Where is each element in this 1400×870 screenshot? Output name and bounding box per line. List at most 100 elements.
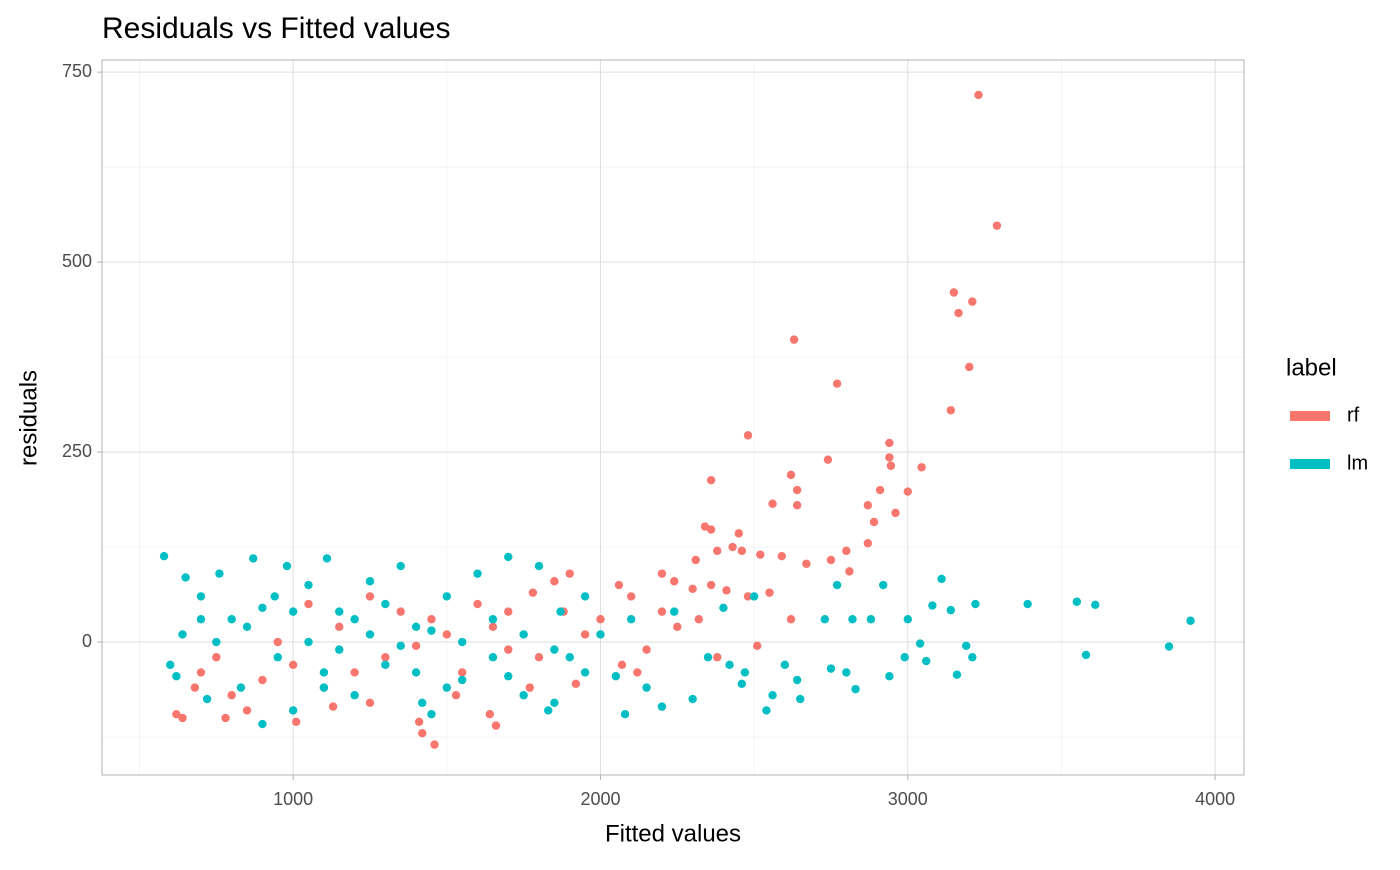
point [550, 645, 559, 654]
point [688, 694, 697, 704]
point [418, 698, 427, 708]
point [786, 470, 796, 480]
point [885, 453, 894, 462]
point [1072, 597, 1082, 606]
point [734, 529, 743, 538]
point [196, 592, 206, 601]
point [427, 710, 436, 719]
point [832, 379, 842, 388]
point [722, 586, 731, 595]
point [258, 675, 267, 685]
y-tick-label: 750 [62, 61, 92, 81]
point [617, 660, 627, 670]
point [826, 664, 836, 673]
point [688, 584, 697, 594]
point [842, 668, 851, 677]
point [753, 641, 762, 651]
point [869, 517, 879, 527]
point [249, 554, 258, 563]
point [928, 601, 937, 610]
point [706, 475, 716, 485]
point [737, 546, 747, 556]
point [319, 683, 329, 692]
point [565, 653, 574, 662]
point [968, 297, 977, 306]
point [792, 485, 802, 495]
point [427, 626, 436, 635]
point [974, 90, 983, 100]
point [335, 645, 344, 654]
point [842, 546, 851, 556]
point [335, 622, 344, 632]
point [875, 485, 885, 495]
point [633, 668, 642, 677]
point [777, 551, 786, 561]
point [743, 431, 753, 440]
point [227, 691, 236, 700]
point [491, 721, 501, 730]
point [172, 710, 181, 719]
point [381, 653, 390, 662]
point [789, 335, 799, 344]
point [657, 702, 667, 711]
point [832, 580, 842, 590]
point [221, 713, 230, 723]
legend-label: rf [1347, 404, 1360, 426]
y-tick-label: 500 [62, 251, 92, 271]
point [534, 561, 544, 571]
point [706, 580, 716, 590]
point [190, 683, 200, 692]
point [922, 656, 931, 666]
point [411, 641, 421, 651]
point [863, 539, 873, 548]
point [227, 615, 236, 624]
point [442, 630, 452, 639]
point [178, 630, 187, 639]
point [485, 710, 495, 719]
point [740, 668, 750, 677]
point [670, 607, 679, 616]
point [504, 645, 513, 654]
point [381, 599, 390, 609]
point [768, 691, 777, 700]
point [954, 308, 963, 318]
point [673, 622, 682, 632]
point [737, 679, 747, 689]
point [713, 546, 722, 556]
y-tick-label: 250 [62, 441, 92, 461]
point [556, 607, 565, 616]
legend-label: lm [1347, 452, 1368, 474]
point [504, 552, 513, 562]
point [1091, 600, 1100, 609]
point [528, 588, 538, 597]
point [627, 592, 636, 601]
point [642, 645, 651, 654]
point [178, 713, 187, 723]
point [965, 362, 974, 372]
point [706, 525, 716, 534]
point [627, 615, 636, 624]
point [620, 710, 630, 719]
point [172, 672, 181, 681]
point [952, 670, 962, 679]
point [946, 406, 956, 415]
point [166, 660, 175, 670]
point [866, 615, 876, 624]
point [212, 653, 221, 662]
point [473, 599, 482, 609]
point [212, 637, 221, 647]
point [703, 653, 713, 662]
point [565, 569, 574, 578]
point [519, 630, 528, 639]
point [430, 740, 439, 749]
point [796, 694, 805, 704]
point [550, 698, 559, 708]
point [242, 622, 252, 632]
point [968, 653, 977, 662]
point [743, 592, 753, 601]
point [971, 599, 980, 609]
point [365, 577, 375, 586]
point [961, 641, 971, 651]
point [236, 683, 246, 692]
point [848, 615, 857, 624]
